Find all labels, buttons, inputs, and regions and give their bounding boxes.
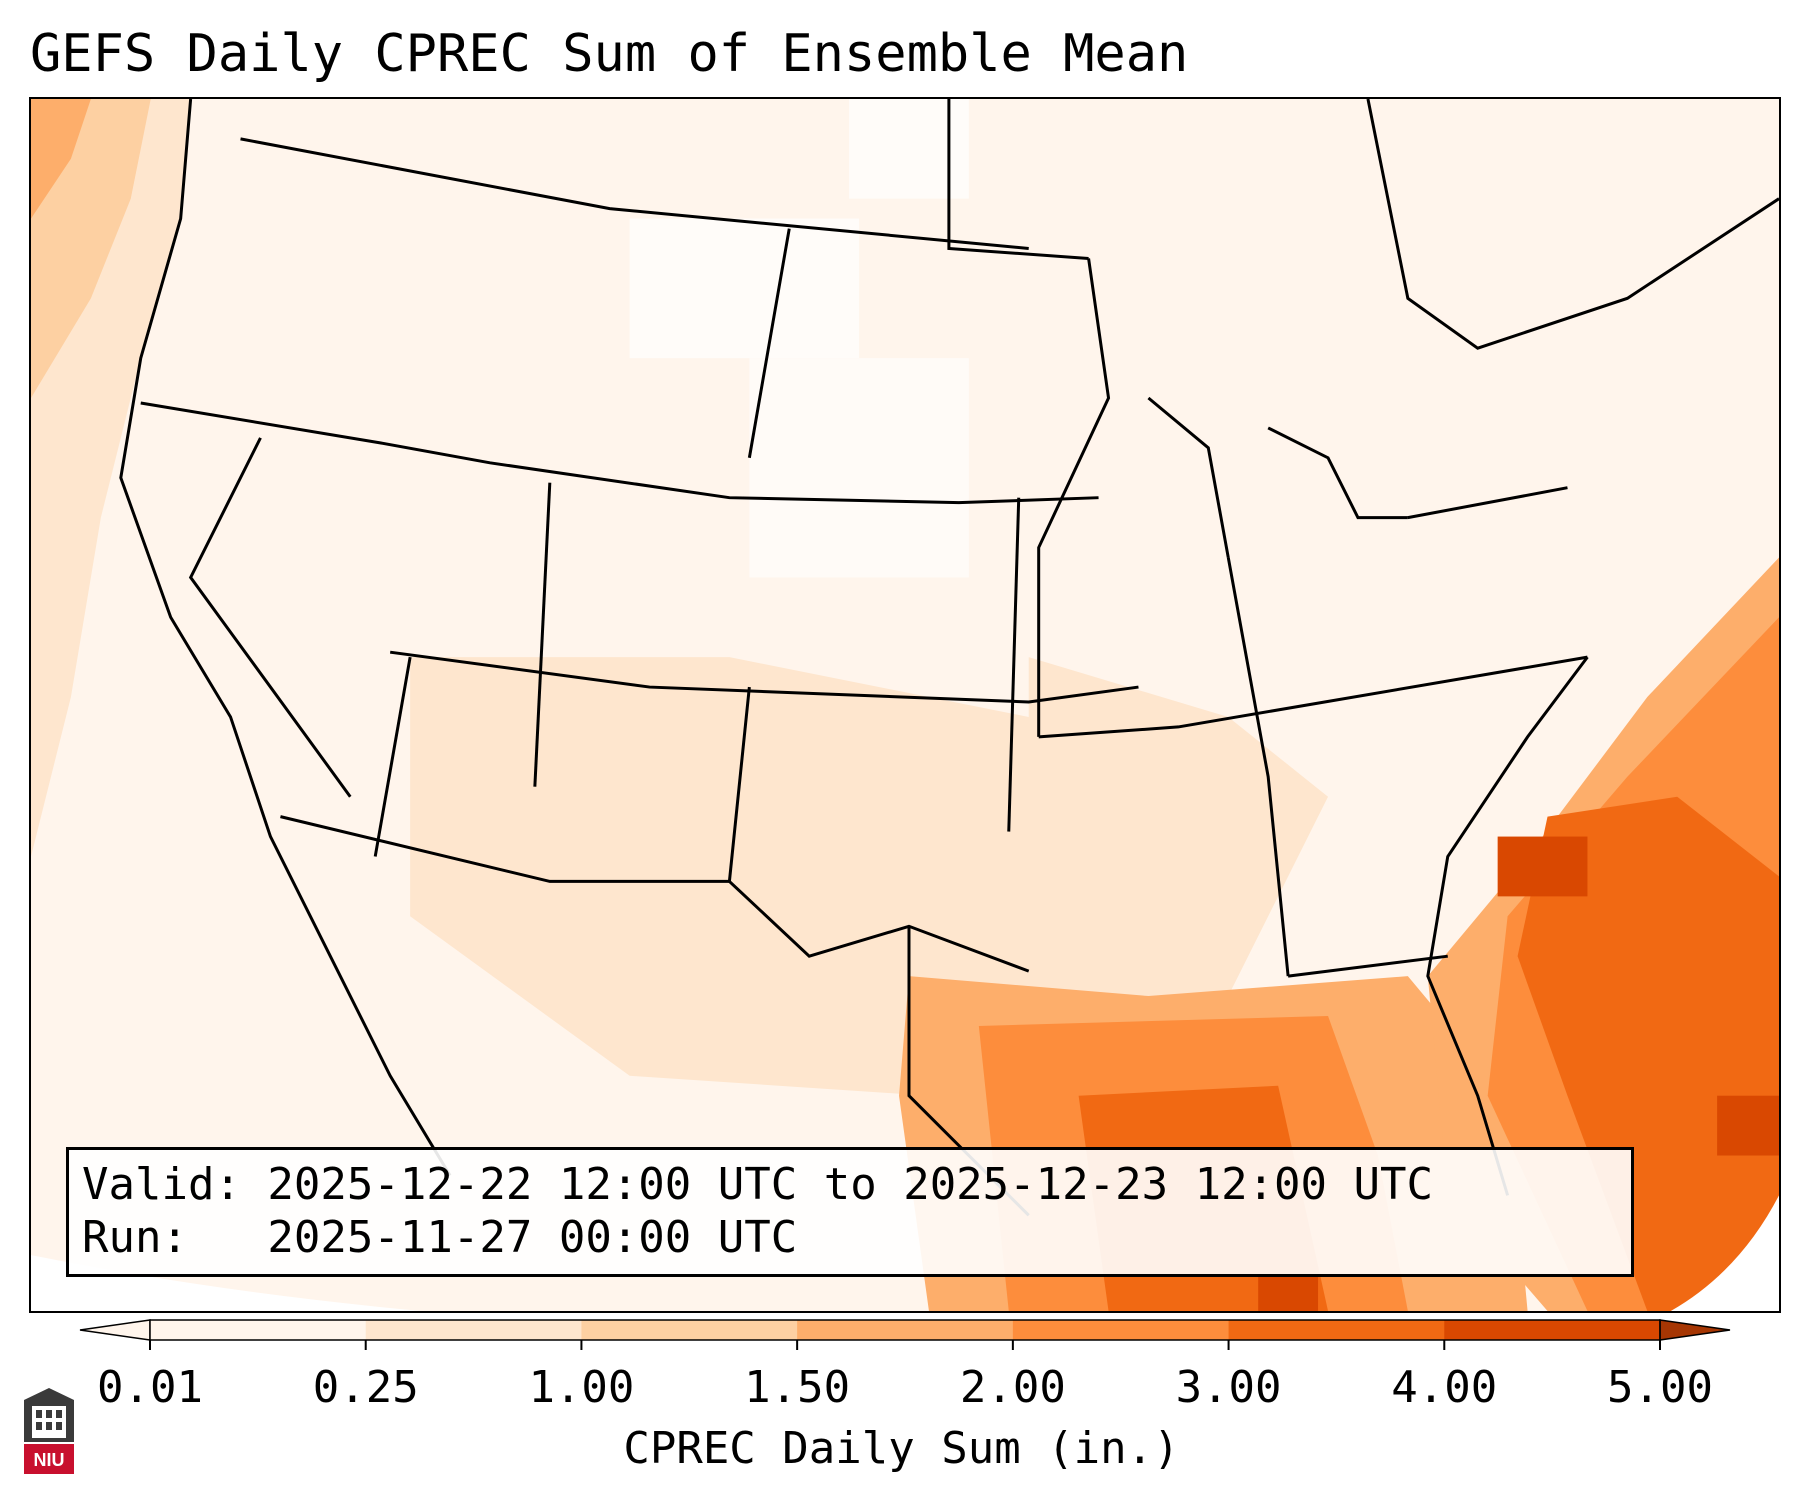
run-time-text: Run: 2025-11-27 00:00 UTC: [82, 1212, 798, 1263]
precip-field: [31, 99, 1779, 1311]
info-box: Valid: 2025-12-22 12:00 UTC to 2025-12-2…: [66, 1147, 1634, 1277]
colorbar-label: CPREC Daily Sum (in.): [623, 1423, 1180, 1474]
colorbar-segment: [797, 1320, 1014, 1340]
colorbar-tick-label: 3.00: [1175, 1362, 1282, 1413]
colorbar-segments: [79, 1319, 1731, 1341]
colorbar-segment: [1444, 1320, 1661, 1340]
colorbar-segment: [150, 1320, 367, 1340]
colorbar-ticks: [149, 1340, 1661, 1350]
colorbar-tick-label: 1.00: [528, 1362, 635, 1413]
valid-time-text: Valid: 2025-12-22 12:00 UTC to 2025-12-2…: [82, 1159, 1434, 1210]
precipitation-map: [31, 99, 1779, 1311]
colorbar-extend-high: [1659, 1319, 1731, 1341]
logo-text: NIU: [34, 1450, 65, 1470]
colorbar-extend-low: [79, 1319, 151, 1341]
colorbar-segment: [1228, 1320, 1445, 1340]
colorbar-tick-label: 5.00: [1607, 1362, 1713, 1413]
colorbar-segment: [1012, 1320, 1230, 1340]
state-boundaries: [119, 99, 1779, 1217]
colorbar-tick-label: 1.50: [744, 1362, 851, 1413]
niu-logo-icon: NIU: [24, 1388, 74, 1474]
colorbar-tick-label: 4.00: [1391, 1362, 1498, 1413]
colorbar-tick-label: 2.00: [959, 1362, 1066, 1413]
colorbar-segment: [581, 1320, 798, 1340]
colorbar-tick-label: 0.25: [312, 1362, 419, 1413]
colorbar: [79, 1319, 1731, 1350]
colorbar-segment: [365, 1320, 582, 1340]
map-panel: [29, 97, 1781, 1313]
colorbar-outline: [149, 1319, 1661, 1341]
map-title: GEFS Daily CPREC Sum of Ensemble Mean: [30, 24, 1189, 84]
colorbar-tick-label: 0.01: [97, 1362, 203, 1413]
